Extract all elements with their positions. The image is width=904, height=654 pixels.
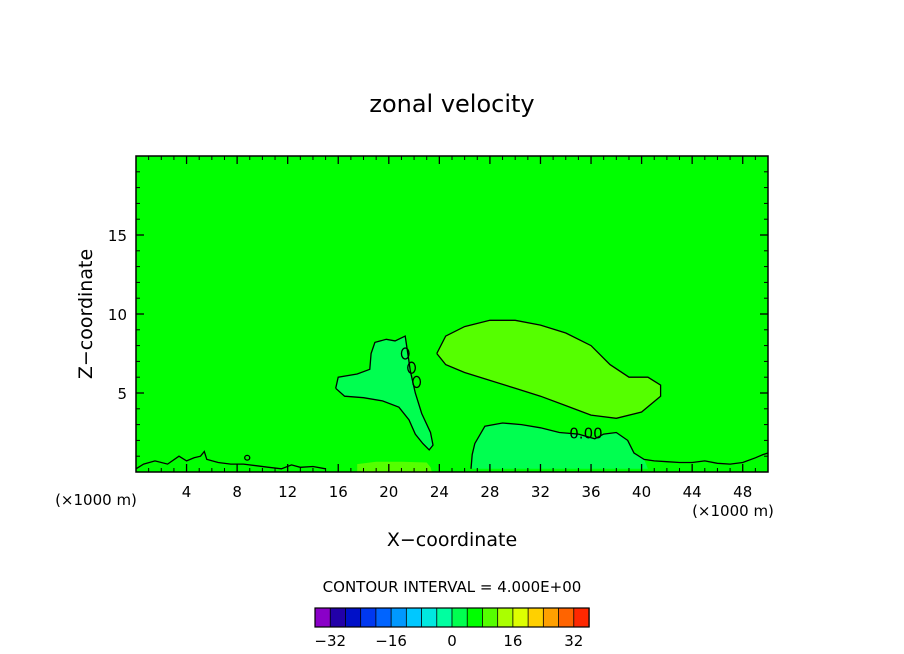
colorbar-tick-labels: −32 −16 0 16 32 — [314, 632, 583, 650]
colorbar-cell — [345, 607, 362, 628]
y-tick-label: 10 — [108, 306, 127, 324]
contour-lines: 0.00 — [135, 319, 769, 470]
y-tick-label: 15 — [108, 227, 127, 245]
colorbar-cell — [482, 607, 499, 628]
x-tick-label: 48 — [733, 483, 752, 501]
colorbar-cell — [375, 607, 392, 628]
plot-area: 0.00 — [135, 155, 769, 473]
x-axis-label: X−coordinate — [387, 529, 517, 551]
x-tick-label: 28 — [480, 483, 499, 501]
velocity-region-0 — [436, 320, 661, 419]
axis-ticks — [136, 156, 768, 472]
colorbar-tick-label: 0 — [447, 632, 457, 650]
small-contour-1 — [407, 361, 416, 374]
chart-title: zonal velocity — [369, 90, 534, 118]
x-tick-label: 8 — [232, 483, 242, 501]
colorbar-cell — [405, 607, 423, 628]
plot-background — [136, 156, 768, 472]
small-contour-2 — [412, 375, 422, 389]
small-contour-3 — [244, 454, 251, 461]
contour-line-0 — [436, 319, 662, 419]
colorbar-cell — [558, 607, 575, 628]
colorbar-tick-label: 32 — [564, 632, 583, 650]
colorbar-cell — [573, 607, 590, 628]
colorbar-cell — [527, 607, 545, 628]
colorbar — [314, 607, 590, 628]
colorbar-cell — [466, 607, 484, 628]
velocity-region-3 — [357, 461, 432, 472]
y-tick-label: 5 — [117, 385, 127, 403]
colorbar-cell — [451, 607, 468, 628]
x-tick-label: 20 — [379, 483, 398, 501]
colorbar-tick-label: −16 — [375, 632, 407, 650]
x-unit-left: (×1000 m) — [55, 491, 137, 509]
x-tick-label: 12 — [278, 483, 297, 501]
x-tick-label: 36 — [581, 483, 600, 501]
colorbar-cell — [542, 607, 560, 628]
y-tick-labels: 5 10 15 — [108, 227, 127, 403]
contour-line-2 — [470, 422, 769, 469]
x-tick-label: 40 — [632, 483, 651, 501]
contour-value-label: 0.00 — [569, 425, 602, 443]
colorbar-cell — [436, 607, 453, 628]
colorbar-cell — [314, 607, 331, 628]
contour-line-3 — [135, 450, 326, 470]
colorbar-cell — [390, 607, 408, 628]
x-tick-label: 44 — [683, 483, 702, 501]
x-tick-labels: 4 8 12 16 20 24 28 32 36 40 44 48 — [182, 483, 752, 501]
x-tick-label: 32 — [531, 483, 550, 501]
x-unit-right: (×1000 m) — [692, 502, 774, 520]
contour-interval-text: CONTOUR INTERVAL = 4.000E+00 — [323, 578, 582, 596]
colorbar-tick-label: −32 — [314, 632, 346, 650]
x-tick-label: 24 — [430, 483, 449, 501]
y-axis-label: Z−coordinate — [75, 249, 97, 379]
colorbar-cell — [497, 607, 514, 628]
contour-line-1 — [335, 335, 434, 451]
colorbar-frame — [314, 607, 590, 628]
colorbar-cell — [421, 607, 438, 628]
colorbar-cell — [512, 607, 529, 628]
colorbar-cell — [360, 607, 377, 628]
x-tick-label: 16 — [329, 483, 348, 501]
x-tick-label: 4 — [182, 483, 192, 501]
colorbar-tick-label: 16 — [503, 632, 522, 650]
colorbar-cell — [329, 607, 347, 628]
small-contour-0 — [400, 347, 410, 360]
